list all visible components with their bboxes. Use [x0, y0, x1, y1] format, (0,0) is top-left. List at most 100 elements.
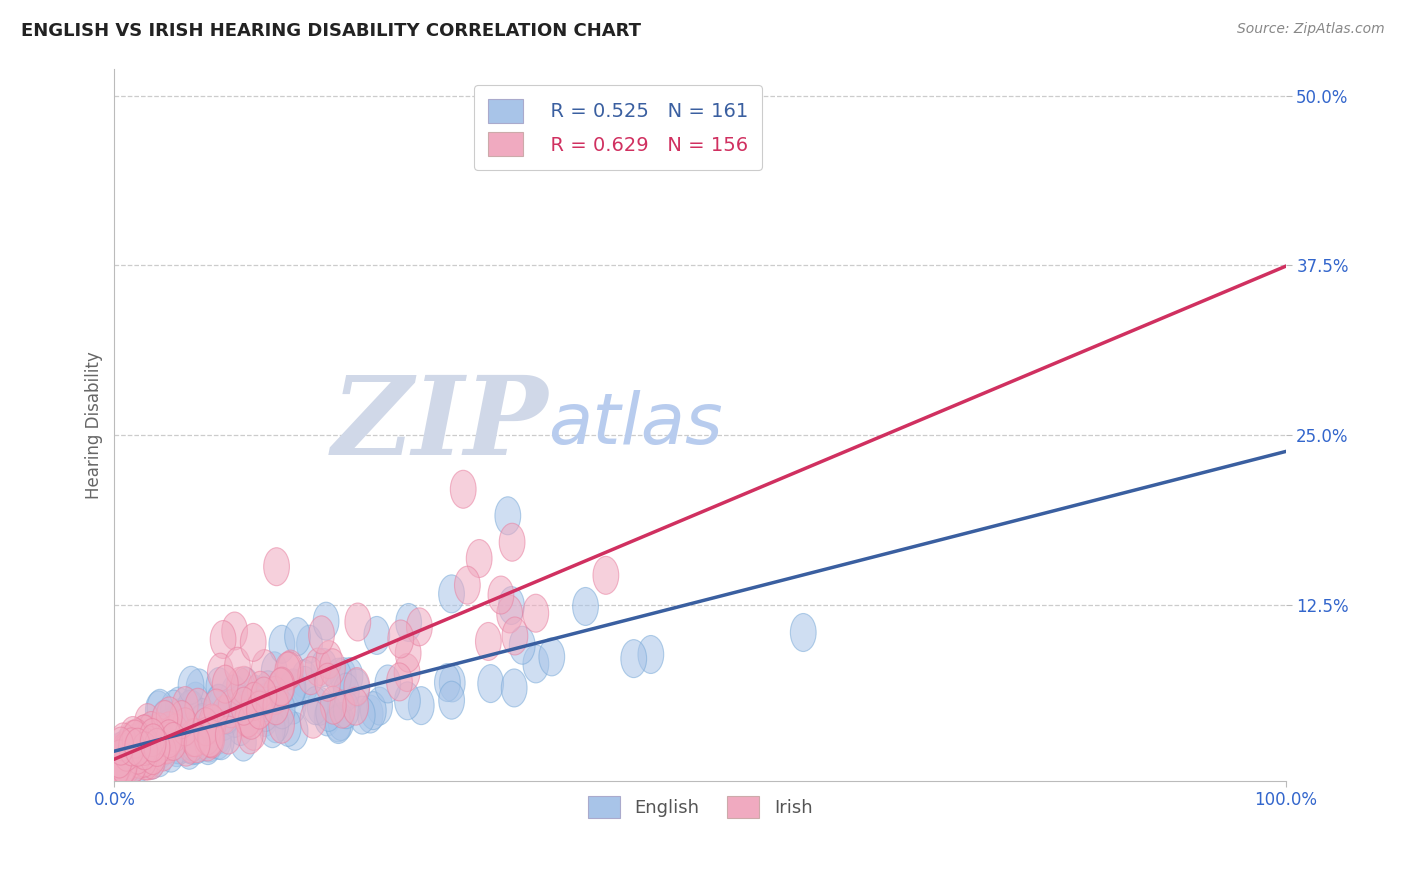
Ellipse shape: [167, 726, 193, 764]
Ellipse shape: [193, 718, 218, 756]
Ellipse shape: [194, 717, 219, 755]
Ellipse shape: [277, 650, 304, 688]
Ellipse shape: [111, 747, 136, 785]
Ellipse shape: [105, 747, 131, 786]
Ellipse shape: [395, 634, 420, 673]
Ellipse shape: [108, 734, 135, 772]
Ellipse shape: [311, 648, 337, 687]
Ellipse shape: [240, 624, 266, 661]
Ellipse shape: [302, 687, 328, 724]
Ellipse shape: [186, 669, 212, 707]
Ellipse shape: [173, 728, 200, 766]
Ellipse shape: [134, 742, 159, 780]
Ellipse shape: [253, 693, 278, 731]
Ellipse shape: [207, 684, 232, 723]
Ellipse shape: [198, 719, 224, 757]
Ellipse shape: [139, 729, 166, 766]
Ellipse shape: [235, 700, 260, 739]
Ellipse shape: [364, 616, 389, 655]
Ellipse shape: [117, 731, 143, 769]
Ellipse shape: [502, 669, 527, 707]
Ellipse shape: [208, 722, 235, 760]
Ellipse shape: [214, 696, 239, 734]
Ellipse shape: [502, 617, 527, 655]
Ellipse shape: [319, 648, 346, 687]
Ellipse shape: [120, 716, 146, 755]
Ellipse shape: [121, 744, 148, 782]
Ellipse shape: [226, 685, 253, 723]
Ellipse shape: [149, 723, 176, 761]
Ellipse shape: [467, 540, 492, 577]
Ellipse shape: [111, 743, 136, 781]
Ellipse shape: [316, 693, 342, 731]
Ellipse shape: [132, 728, 159, 766]
Ellipse shape: [124, 719, 149, 756]
Ellipse shape: [134, 723, 159, 762]
Ellipse shape: [152, 700, 177, 738]
Ellipse shape: [375, 665, 401, 703]
Ellipse shape: [325, 704, 352, 742]
Ellipse shape: [188, 698, 215, 737]
Ellipse shape: [284, 617, 311, 656]
Ellipse shape: [141, 719, 166, 757]
Ellipse shape: [228, 707, 253, 746]
Ellipse shape: [344, 667, 370, 706]
Ellipse shape: [153, 724, 179, 763]
Ellipse shape: [211, 702, 236, 740]
Ellipse shape: [226, 667, 253, 706]
Ellipse shape: [523, 645, 548, 683]
Ellipse shape: [111, 732, 138, 771]
Ellipse shape: [572, 588, 599, 625]
Ellipse shape: [166, 687, 191, 725]
Ellipse shape: [330, 657, 356, 696]
Ellipse shape: [238, 701, 264, 739]
Ellipse shape: [183, 682, 208, 720]
Ellipse shape: [136, 726, 162, 764]
Ellipse shape: [139, 718, 165, 756]
Ellipse shape: [163, 706, 188, 744]
Ellipse shape: [523, 594, 548, 632]
Ellipse shape: [204, 690, 229, 727]
Ellipse shape: [173, 708, 198, 746]
Ellipse shape: [496, 595, 523, 633]
Ellipse shape: [156, 712, 181, 750]
Ellipse shape: [103, 745, 129, 782]
Ellipse shape: [111, 739, 136, 777]
Ellipse shape: [495, 497, 520, 535]
Ellipse shape: [478, 665, 503, 703]
Ellipse shape: [190, 723, 217, 761]
Ellipse shape: [163, 729, 190, 766]
Ellipse shape: [260, 710, 285, 747]
Ellipse shape: [211, 702, 236, 740]
Ellipse shape: [231, 691, 256, 730]
Ellipse shape: [145, 691, 172, 729]
Ellipse shape: [148, 690, 173, 727]
Ellipse shape: [135, 715, 160, 753]
Ellipse shape: [115, 746, 141, 783]
Ellipse shape: [124, 723, 150, 761]
Ellipse shape: [278, 670, 305, 708]
Ellipse shape: [111, 746, 136, 784]
Ellipse shape: [112, 732, 138, 771]
Ellipse shape: [132, 714, 157, 753]
Ellipse shape: [134, 742, 159, 780]
Ellipse shape: [321, 686, 346, 724]
Ellipse shape: [186, 715, 211, 754]
Ellipse shape: [283, 713, 308, 750]
Ellipse shape: [135, 704, 160, 741]
Ellipse shape: [110, 747, 135, 786]
Ellipse shape: [128, 731, 155, 769]
Ellipse shape: [132, 731, 157, 770]
Ellipse shape: [139, 741, 166, 779]
Ellipse shape: [314, 602, 339, 640]
Ellipse shape: [269, 668, 294, 706]
Ellipse shape: [360, 691, 387, 730]
Ellipse shape: [212, 665, 238, 703]
Ellipse shape: [205, 716, 232, 754]
Ellipse shape: [247, 672, 273, 709]
Ellipse shape: [136, 739, 162, 777]
Ellipse shape: [146, 713, 173, 751]
Ellipse shape: [240, 713, 267, 750]
Ellipse shape: [305, 648, 330, 686]
Ellipse shape: [124, 723, 149, 762]
